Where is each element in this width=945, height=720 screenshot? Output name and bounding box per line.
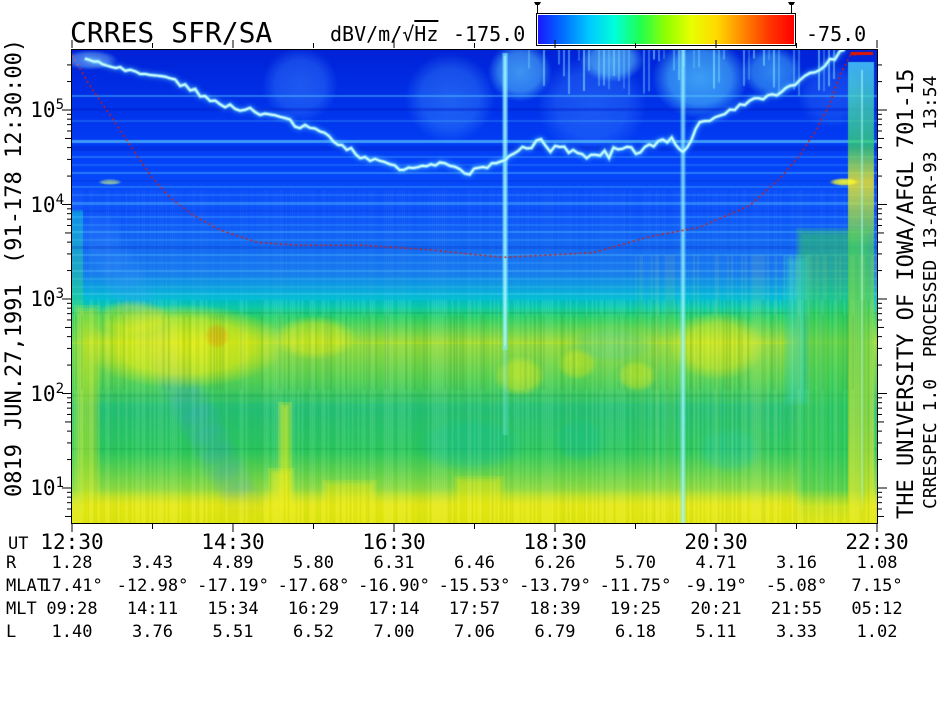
colorbar-gradient — [538, 15, 794, 44]
ut-axis-label: UT — [8, 534, 29, 554]
ephemeris-value: 6.52 — [293, 622, 334, 642]
institution-label: THE UNIVERSITY OF IOWA/AFGL 701-15 — [894, 68, 919, 519]
ephemeris-value: 3.76 — [132, 622, 173, 642]
ephemeris-value: 6.79 — [534, 622, 576, 642]
ephemeris-value: 5.51 — [212, 622, 254, 642]
ephemeris-value: 4.89 — [212, 553, 254, 573]
colorbar-max-label: -75.0 — [806, 22, 867, 46]
ephemeris-value: 6.46 — [454, 553, 495, 573]
ephemeris-value: 4.71 — [695, 553, 737, 573]
plot-title: CRRES SFR/SA — [70, 16, 273, 49]
colorbar-marker-left-icon — [533, 2, 542, 13]
time-tick-label: 20:30 — [684, 530, 748, 554]
ephemeris-value: 1.40 — [51, 622, 93, 642]
day-start-label: (91-178 12:30:00) — [2, 38, 27, 264]
ephemeris-value: 17:57 — [448, 599, 501, 619]
ephemeris-value: -11.75° — [599, 576, 672, 596]
ephemeris-value: -17.19° — [197, 576, 269, 596]
ephemeris-value: 3.43 — [132, 553, 173, 573]
freq-tick-label: 104 — [30, 191, 64, 217]
ephemeris-value: -9.19° — [685, 576, 747, 596]
ephemeris-value: 6.18 — [615, 622, 656, 642]
time-tick-label: 12:30 — [40, 530, 104, 554]
ephemeris-value: 3.33 — [776, 622, 817, 642]
ephemeris-value: -13.79° — [519, 576, 591, 596]
ephemeris-value: 19:25 — [609, 599, 662, 619]
ephemeris-value: 3.16 — [776, 553, 817, 573]
ephemeris-value: 6.31 — [373, 553, 415, 573]
colorbar-min-label: -175.0 — [453, 22, 526, 46]
ephemeris-value: -15.53° — [438, 576, 511, 596]
ephemeris-row-label: MLT — [6, 599, 37, 619]
ephemeris-value: 1.02 — [856, 622, 898, 642]
ephemeris-value: 17.41° — [41, 576, 103, 596]
ephemeris-row-label: MLAT — [6, 576, 47, 596]
colorbar-units-label: dBV/m/√Hz — [330, 22, 438, 46]
colorbar — [536, 13, 796, 46]
freq-tick-label: 103 — [30, 286, 64, 311]
ephemeris-value: 5.80 — [293, 553, 334, 573]
ephemeris-value: 15:34 — [207, 599, 259, 619]
ephemeris-value: 6.26 — [534, 553, 576, 573]
freq-tick-label: 101 — [30, 475, 64, 500]
colorbar-marker-right-icon — [787, 2, 796, 13]
freq-tick-label: 105 — [30, 97, 64, 122]
ephemeris-value: 1.08 — [856, 553, 898, 573]
time-tick-label: 22:30 — [845, 530, 909, 554]
time-tick-label: 18:30 — [523, 530, 587, 554]
ephemeris-value: 20:21 — [690, 599, 742, 619]
ephemeris-value: 21:55 — [770, 599, 823, 619]
ephemeris-value: -16.90° — [358, 576, 430, 596]
ephemeris-value: 16:29 — [287, 599, 340, 619]
ephemeris-value: 5.11 — [695, 622, 737, 642]
ephemeris-value: 14:11 — [126, 599, 179, 619]
spectrogram-canvas — [72, 50, 877, 523]
ephemeris-value: 7.00 — [373, 622, 415, 642]
units-prefix: dBV/m/√ — [330, 22, 415, 46]
ephemeris-value: 7.15° — [851, 576, 903, 596]
ephemeris-value: 5.70 — [615, 553, 656, 573]
ephemeris-value: 09:28 — [46, 599, 98, 619]
ephemeris-value: -12.98° — [116, 576, 189, 596]
ephemeris-row-label: R — [6, 553, 17, 573]
time-tick-label: 14:30 — [201, 530, 265, 554]
ephemeris-value: -17.68° — [277, 576, 350, 596]
ephemeris-value: 7.06 — [454, 622, 495, 642]
freq-tick-label: 102 — [30, 380, 64, 406]
units-radicand: Hz — [414, 22, 439, 46]
ephemeris-value: 05:12 — [851, 599, 903, 619]
ephemeris-value: 1.28 — [51, 553, 93, 573]
time-tick-label: 16:30 — [362, 530, 426, 554]
ephemeris-value: 18:39 — [529, 599, 581, 619]
ephemeris-row-label: L — [6, 622, 17, 642]
ephemeris-value: -5.08° — [765, 576, 828, 596]
ephemeris-value: 17:14 — [368, 599, 420, 619]
processing-info-label: CRRESPEC 1.0 PROCESSED 13-APR-93 13:54 — [920, 75, 941, 509]
